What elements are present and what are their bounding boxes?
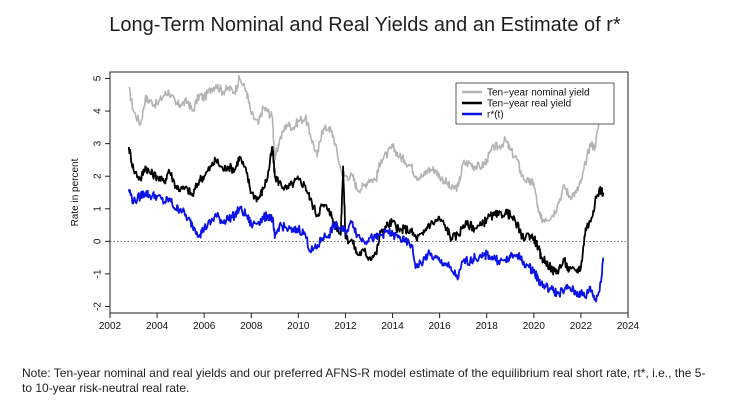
- series-line-1: [127, 145, 605, 276]
- x-tick-label: 2016: [429, 321, 452, 332]
- x-tick-label: 2008: [240, 321, 263, 332]
- x-tick-label: 2012: [334, 321, 357, 332]
- y-tick-label: 0: [93, 238, 104, 244]
- series-lines: [127, 75, 605, 303]
- x-axis: 2002 2004 2006 2008 2010 2012 2014 2016 2018 2020…: [99, 313, 640, 332]
- series-line-0: [128, 75, 605, 224]
- chart-title: Long-Term Nominal and Real Yields and an…: [109, 14, 621, 36]
- legend-box: [455, 82, 615, 125]
- plot-frame: [109, 71, 629, 314]
- series-line-2: [127, 189, 605, 303]
- x-tick-label: 2002: [99, 321, 122, 332]
- x-tick-label: 2020: [523, 321, 546, 332]
- y-tick-label: -2: [93, 302, 104, 311]
- y-tick-label: 5: [93, 75, 104, 81]
- legend-label: Ten−year real yield: [487, 99, 571, 110]
- y-tick-label: 2: [93, 173, 104, 179]
- legend-label: r*(t): [487, 110, 504, 121]
- x-tick-label: 2004: [146, 321, 169, 332]
- x-tick-label: 2024: [617, 321, 640, 332]
- x-tick-label: 2018: [476, 321, 499, 332]
- y-tick-label: -1: [93, 269, 104, 278]
- chart-note: Note: Ten-year nominal and real yields a…: [22, 366, 706, 395]
- y-tick-label: 3: [93, 140, 104, 146]
- y-axis-label: Rate in percent: [70, 158, 81, 226]
- x-tick-label: 2006: [193, 321, 216, 332]
- x-tick-label: 2022: [570, 321, 593, 332]
- x-tick-label: 2010: [287, 321, 310, 332]
- legend-label: Ten−year nominal yield: [487, 88, 590, 99]
- y-tick-label: 4: [93, 108, 104, 114]
- y-tick-label: 1: [93, 206, 104, 212]
- x-tick-label: 2014: [381, 321, 404, 332]
- y-axis: -2 -1 0 1 2 3 4 5: [93, 75, 110, 311]
